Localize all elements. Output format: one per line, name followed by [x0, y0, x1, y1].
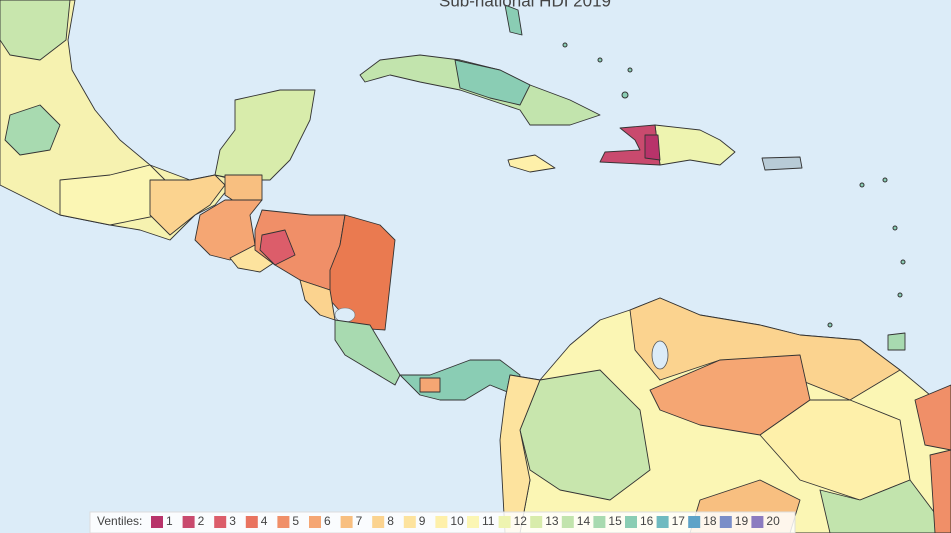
legend-label: 18 — [703, 514, 717, 528]
island — [621, 91, 629, 99]
legend-swatch — [498, 516, 511, 528]
haiti-centre — [644, 134, 661, 161]
legend-label: 15 — [608, 514, 622, 528]
legend-swatch — [656, 516, 669, 528]
mexico-city — [4, 104, 61, 156]
legend-label: 2 — [198, 514, 205, 528]
legend-label: 4 — [261, 514, 268, 528]
lake-maracaibo — [651, 340, 669, 370]
legend-label: 8 — [387, 514, 394, 528]
legend-swatch — [561, 516, 574, 528]
legend-label: 1 — [166, 514, 173, 528]
mexico-north — [0, 0, 71, 61]
legend-label: 3 — [229, 514, 236, 528]
legend-swatch — [467, 516, 479, 528]
legend-label: 5 — [292, 514, 299, 528]
legend-swatch — [309, 516, 321, 528]
panama-east — [419, 377, 441, 393]
lake-nicaragua — [334, 307, 356, 323]
legend-label: 17 — [672, 514, 686, 528]
island — [597, 57, 603, 63]
legend-swatch — [151, 516, 163, 528]
costa-rica — [334, 319, 401, 386]
legend-label: 13 — [545, 514, 559, 528]
legend-label: 14 — [577, 514, 591, 528]
bahamas-andros — [504, 4, 523, 36]
legend-label: 11 — [482, 514, 495, 528]
island — [892, 225, 898, 231]
trinidad — [887, 332, 906, 351]
legend-label: 6 — [324, 514, 331, 528]
legend-title: Ventiles: — [97, 514, 142, 528]
legend-label: 16 — [640, 514, 654, 528]
puerto-rico — [761, 156, 803, 171]
legend-swatch — [277, 516, 290, 528]
legend-label: 20 — [766, 514, 780, 528]
legend-label: 10 — [450, 514, 464, 528]
colombia-coast — [499, 374, 541, 533]
legend-swatch — [751, 516, 764, 528]
chiapas — [149, 174, 226, 236]
brazil-north — [929, 449, 951, 533]
legend-label: 7 — [356, 514, 363, 528]
legend-label: 12 — [514, 514, 528, 528]
island — [562, 42, 568, 48]
colombia-west — [519, 369, 651, 501]
legend-swatch — [403, 516, 416, 528]
island — [627, 67, 633, 73]
legend-swatch — [719, 516, 732, 528]
legend-swatch — [435, 516, 448, 528]
legend-swatch — [530, 516, 543, 528]
legend-swatch — [340, 516, 353, 528]
island — [900, 259, 906, 265]
guyana — [914, 384, 951, 451]
island — [859, 182, 865, 188]
legend: Ventiles: 1 2 3 4 5 6 7 8 9 10 11 12 13 14 15 16 17 18 19 2… — [89, 511, 796, 533]
cuba-centre — [454, 59, 531, 106]
venezuela-north — [629, 297, 901, 401]
el-salvador — [229, 244, 276, 273]
hispaniola-east — [654, 124, 736, 166]
legend-swatch — [372, 516, 385, 528]
legend-swatch — [245, 516, 258, 528]
yucatan — [214, 89, 316, 181]
jamaica — [507, 154, 556, 173]
map-title: Sub-national HDI 2019 — [439, 0, 611, 10]
legend-swatch — [625, 516, 637, 528]
island — [882, 177, 888, 183]
honduras-west — [259, 229, 296, 266]
island — [827, 322, 833, 328]
legend-swatch — [214, 516, 227, 528]
venezuela-south — [759, 399, 911, 501]
island — [897, 292, 903, 298]
legend-label: 19 — [735, 514, 749, 528]
legend-swatch — [182, 516, 195, 528]
legend-swatch — [593, 516, 606, 528]
legend-label: 9 — [419, 514, 426, 528]
legend-swatch — [688, 516, 701, 528]
nicaragua-west — [299, 279, 336, 321]
